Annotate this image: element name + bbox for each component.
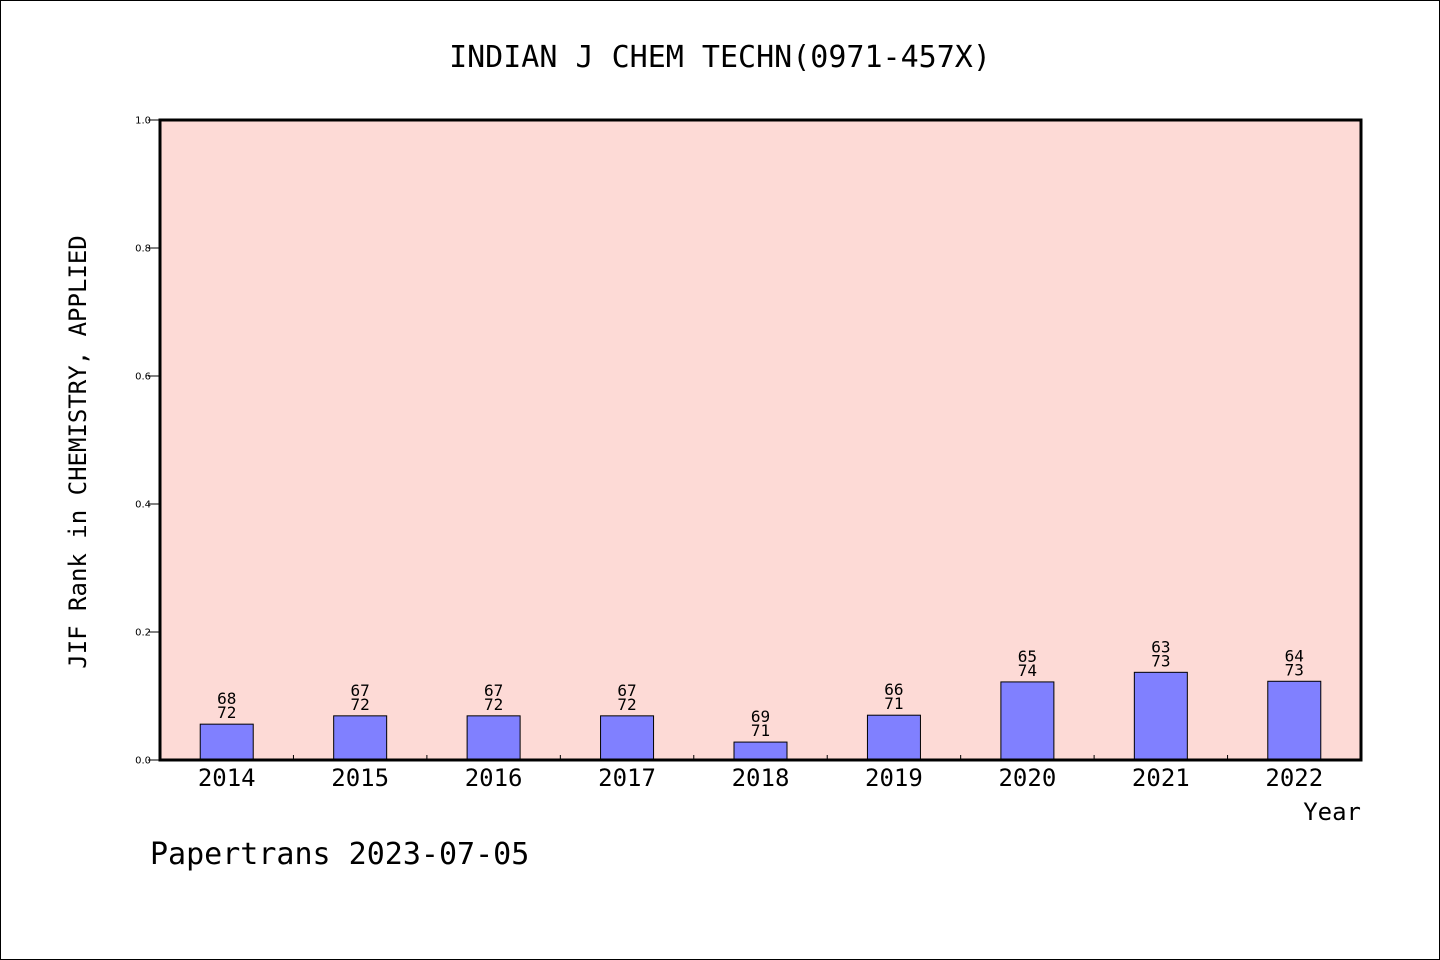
bar-total-label: 72 xyxy=(484,695,503,714)
x-tick-label: 2019 xyxy=(865,764,923,792)
x-tick-label: 2020 xyxy=(998,764,1056,792)
y-tick-label: 0.8 xyxy=(135,244,151,255)
bar-rank-label: 67 xyxy=(484,681,503,700)
bar-total-label: 72 xyxy=(217,703,236,722)
bar-total-label: 74 xyxy=(1018,661,1037,680)
y-tick-label: 0.4 xyxy=(135,500,151,511)
plot-border xyxy=(158,118,1363,762)
y-axis-label: JIF Rank in CHEMISTRY, APPLIED xyxy=(64,235,92,668)
x-tick-label: 2017 xyxy=(598,764,656,792)
y-tick-label: 0.0 xyxy=(135,756,151,767)
bar-rank-label: 65 xyxy=(1018,647,1037,666)
bars xyxy=(199,671,1322,761)
x-tick-label: 2022 xyxy=(1265,764,1323,792)
y-tick-label: 0.6 xyxy=(135,372,151,383)
x-tick-label: 2021 xyxy=(1132,764,1190,792)
bar-total-label: 71 xyxy=(884,694,903,713)
bar-rank-label: 69 xyxy=(751,707,770,726)
x-tick-label: 2015 xyxy=(331,764,389,792)
bar-rank-label: 68 xyxy=(217,689,236,708)
x-tick-label: 2018 xyxy=(732,764,790,792)
x-axis: 2014 2015 2016 2017 2018 2019 2020 2021 2022 xyxy=(198,755,1323,792)
bar-total-label: 73 xyxy=(1151,651,1170,670)
bar-2017 xyxy=(600,715,655,761)
bar-2016 xyxy=(466,715,521,761)
bar-2022 xyxy=(1267,680,1322,761)
bar-rank-label: 67 xyxy=(351,681,370,700)
bar-2018 xyxy=(733,741,788,761)
bar-2021 xyxy=(1133,671,1188,761)
footer-credit: Papertrans 2023-07-05 xyxy=(150,837,529,872)
chart-title: INDIAN J CHEM TECHN(0971-457X) xyxy=(449,40,991,75)
bar-2014 xyxy=(199,723,254,761)
bar-rank-label: 66 xyxy=(884,680,903,699)
x-axis-label: Year xyxy=(1303,798,1361,826)
y-tick-label: 0.2 xyxy=(135,628,151,639)
x-tick-label: 2014 xyxy=(198,764,256,792)
y-tick-label: 1.0 xyxy=(135,116,151,127)
bar-2015 xyxy=(333,715,388,761)
bar-total-label: 72 xyxy=(617,695,636,714)
y-axis: 0.0 0.2 0.4 0.6 0.8 1.0 xyxy=(135,116,160,767)
bar-rank-label: 67 xyxy=(617,681,636,700)
plot-area xyxy=(160,120,1361,760)
bar-2019 xyxy=(866,714,921,761)
bar-rank-label: 64 xyxy=(1285,646,1304,665)
bar-rank-label: 63 xyxy=(1151,637,1170,656)
bar-total-label: 71 xyxy=(751,721,770,740)
bar-total-label: 73 xyxy=(1285,660,1304,679)
x-tick-label: 2016 xyxy=(465,764,523,792)
bar-2020 xyxy=(1000,681,1055,761)
bar-total-label: 72 xyxy=(351,695,370,714)
